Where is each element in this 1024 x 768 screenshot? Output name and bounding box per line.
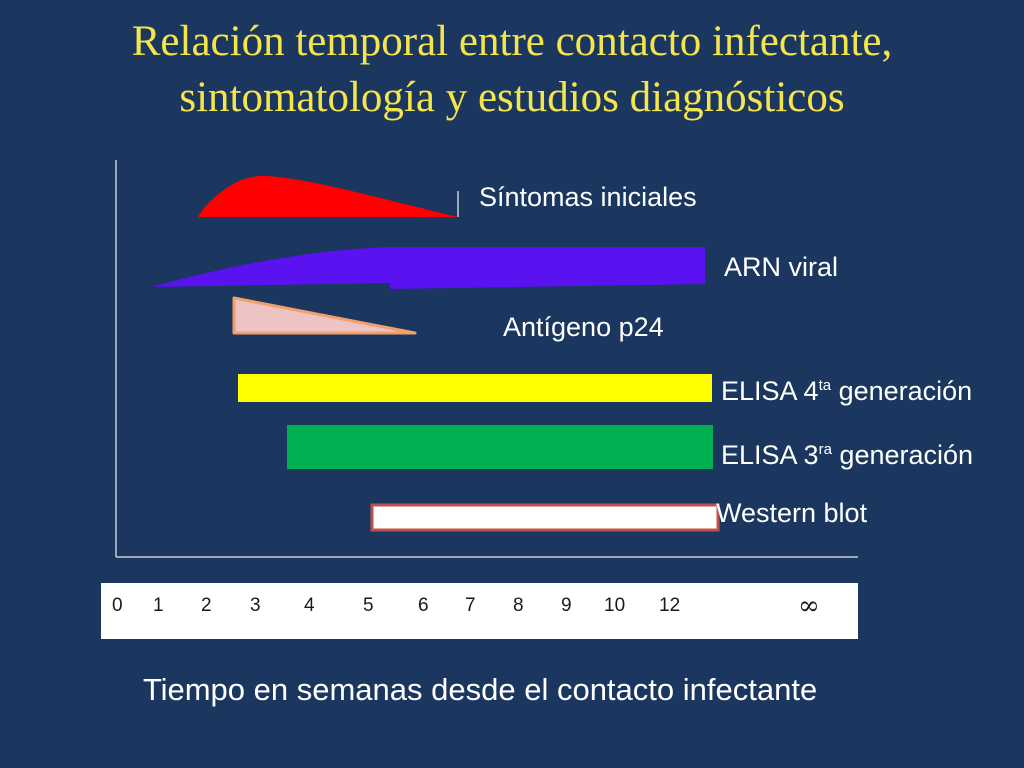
label-western: Western blot	[716, 498, 868, 528]
time-axis-box: 0 1 2 3 4 5 6 7 8 9 10 12 ∞	[101, 583, 858, 639]
tick-label: 5	[363, 595, 374, 616]
label-elisa3-sup: ra	[818, 441, 832, 458]
antigeno-shape	[232, 296, 417, 335]
elisa3-bar	[287, 425, 713, 469]
label-elisa4-base: ELISA 4	[721, 376, 819, 406]
label-elisa3-base: ELISA 3	[721, 440, 819, 470]
slide-title: Relación temporal entre contacto infecta…	[0, 14, 1024, 126]
elisa4-bar	[238, 374, 712, 402]
label-elisa3: ELISA 3ra generación	[721, 439, 973, 471]
sintomas-shape	[198, 176, 458, 217]
arn-shape	[152, 247, 705, 289]
tick-label: 10	[604, 595, 626, 616]
tick-label: 1	[153, 595, 164, 616]
tick-label: 8	[513, 595, 524, 616]
title-line-1: Relación temporal entre contacto infecta…	[131, 18, 893, 65]
title-line-2: sintomatología y estudios diagnósticos	[179, 74, 845, 121]
tick-label: 2	[201, 595, 212, 616]
label-elisa3-rest: generación	[831, 440, 974, 470]
label-arn: ARN viral	[724, 252, 839, 282]
tick-label: 7	[465, 595, 476, 616]
label-elisa4-rest: generación	[831, 376, 973, 406]
tick-label: 3	[250, 595, 261, 616]
label-antigeno: Antígeno p24	[503, 312, 664, 342]
tick-label: 9	[561, 595, 572, 616]
label-elisa4: ELISA 4ta generación	[721, 375, 972, 407]
tick-label: 6	[418, 595, 429, 616]
tick-label: 12	[659, 595, 681, 616]
infinity-label: ∞	[798, 591, 820, 621]
label-elisa4-sup: ta	[818, 377, 832, 394]
tick-label: 0	[112, 595, 123, 616]
tick-label: 4	[304, 595, 315, 616]
western-bar	[370, 503, 720, 532]
x-axis-title: Tiempo en semanas desde el contacto infe…	[142, 672, 818, 707]
label-sintomas: Síntomas iniciales	[479, 182, 697, 212]
